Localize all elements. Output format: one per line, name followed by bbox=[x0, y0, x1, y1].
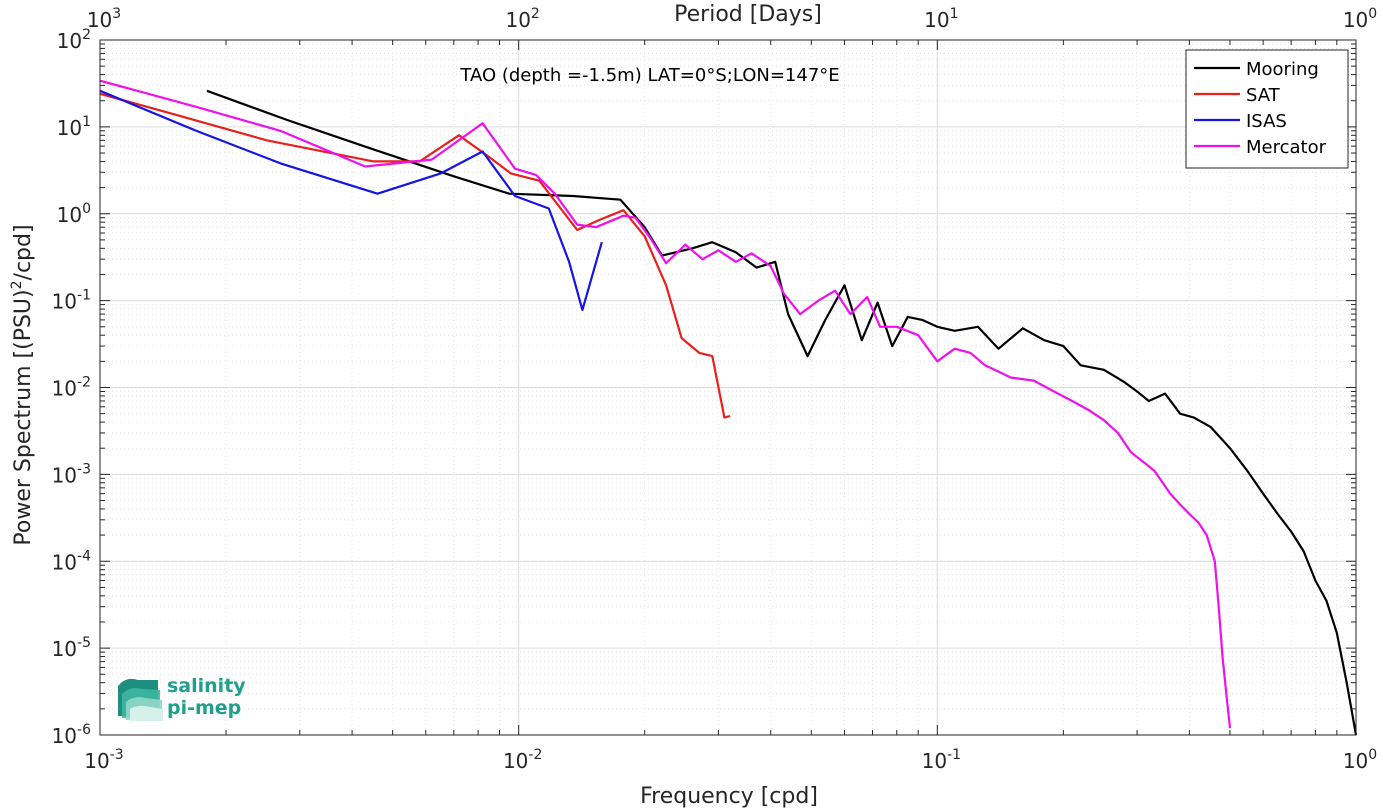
y-axis-label-tail: /cpd] bbox=[11, 224, 36, 280]
top-tick-label: 101 bbox=[924, 6, 958, 32]
legend-label-mooring: Mooring bbox=[1246, 59, 1319, 80]
series-lines bbox=[99, 79, 1358, 736]
logo-waves-icon bbox=[118, 678, 163, 721]
y-tick-label: 10-5 bbox=[52, 635, 91, 661]
tick-labels: 10-3 10-2 10-1 100 10-6 10-5 10-4 10-3 10-2 10-1 1… bbox=[52, 6, 1378, 773]
x-tick-label: 10-2 bbox=[503, 747, 542, 773]
x-axis-label: Frequency [cpd] bbox=[640, 784, 818, 809]
top-tick-label: 102 bbox=[505, 6, 539, 32]
legend-label-mercator: Mercator bbox=[1246, 137, 1327, 158]
y-axis-label: Power Spectrum [(PSU)2/cpd] bbox=[9, 224, 36, 545]
y-tick-label: 10-4 bbox=[52, 548, 92, 574]
legend-label-sat: SAT bbox=[1246, 85, 1281, 106]
y-tick-label: 10-3 bbox=[52, 461, 91, 487]
chart-title: TAO (depth =-1.5m) LAT=0°S;LON=147°E bbox=[459, 65, 839, 86]
top-tick-label: 103 bbox=[87, 6, 121, 32]
legend-label-isas: ISAS bbox=[1246, 111, 1287, 132]
series-line-isas bbox=[99, 89, 603, 312]
y-tick-label: 102 bbox=[57, 27, 91, 53]
top-axis-label: Period [Days] bbox=[674, 2, 822, 27]
logo-line-2: pi-mep bbox=[167, 697, 241, 719]
legend: Mooring SAT ISAS Mercator bbox=[1185, 49, 1349, 169]
series-line-mercator bbox=[99, 79, 1232, 729]
x-tick-label: 10-3 bbox=[84, 747, 123, 773]
y-tick-label: 10-2 bbox=[52, 375, 91, 401]
y-tick-label: 10-6 bbox=[52, 722, 92, 748]
legend-box bbox=[1185, 49, 1349, 169]
y-tick-label: 10-1 bbox=[52, 288, 91, 314]
series-line-sat bbox=[99, 92, 731, 419]
y-tick-label: 100 bbox=[57, 201, 91, 227]
axis-ticks bbox=[99, 39, 1357, 736]
y-axis-label-main: Power Spectrum [(PSU) bbox=[11, 289, 36, 545]
x-tick-label: 100 bbox=[1343, 747, 1377, 773]
salinity-pi-mep-logo: salinity pi-mep bbox=[118, 675, 246, 721]
y-tick-label: 101 bbox=[57, 114, 91, 140]
x-tick-label: 10-1 bbox=[922, 747, 961, 773]
top-tick-label: 100 bbox=[1343, 6, 1377, 32]
y-axis-label-superscript: 2 bbox=[9, 280, 25, 289]
series-line-mooring bbox=[206, 89, 1358, 736]
logo-line-1: salinity bbox=[167, 675, 246, 697]
